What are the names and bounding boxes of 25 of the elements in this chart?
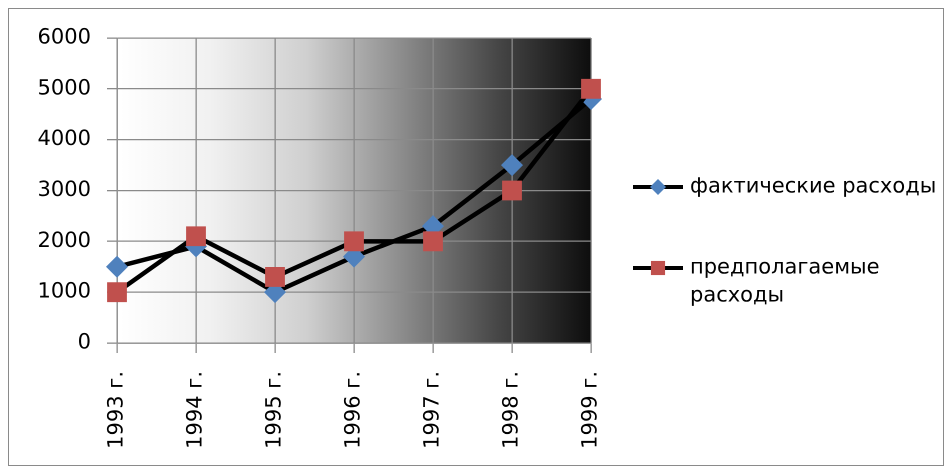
y-tick-label: 1000	[38, 278, 91, 303]
legend-label: предполагаемые расходы	[690, 254, 880, 306]
point	[186, 226, 206, 246]
x-tick-label: 1999 г.	[577, 371, 602, 449]
x-tick-label: 1997 г.	[419, 371, 444, 449]
y-tick-label: 6000	[38, 24, 91, 48]
point	[106, 256, 128, 278]
y-tick-label: 5000	[38, 75, 91, 100]
point	[502, 180, 522, 200]
y-tick-label: 4000	[38, 126, 91, 150]
y-tick-label: 2000	[38, 228, 91, 252]
point	[423, 231, 443, 252]
legend-label: фактические расходы	[690, 173, 936, 198]
point	[581, 78, 601, 99]
y-tick-label: 0	[78, 329, 91, 354]
x-tick-label: 1993 г.	[103, 371, 128, 449]
point	[107, 282, 127, 302]
x-tick-label: 1998 г.	[498, 371, 522, 449]
point	[344, 231, 364, 252]
x-tick-label: 1996 г.	[340, 371, 364, 449]
point	[501, 154, 523, 176]
y-tick-label: 3000	[38, 176, 91, 201]
x-tick-label: 1994 г.	[182, 371, 206, 449]
x-tick-label: 1995 г.	[261, 371, 286, 449]
point	[265, 267, 285, 287]
